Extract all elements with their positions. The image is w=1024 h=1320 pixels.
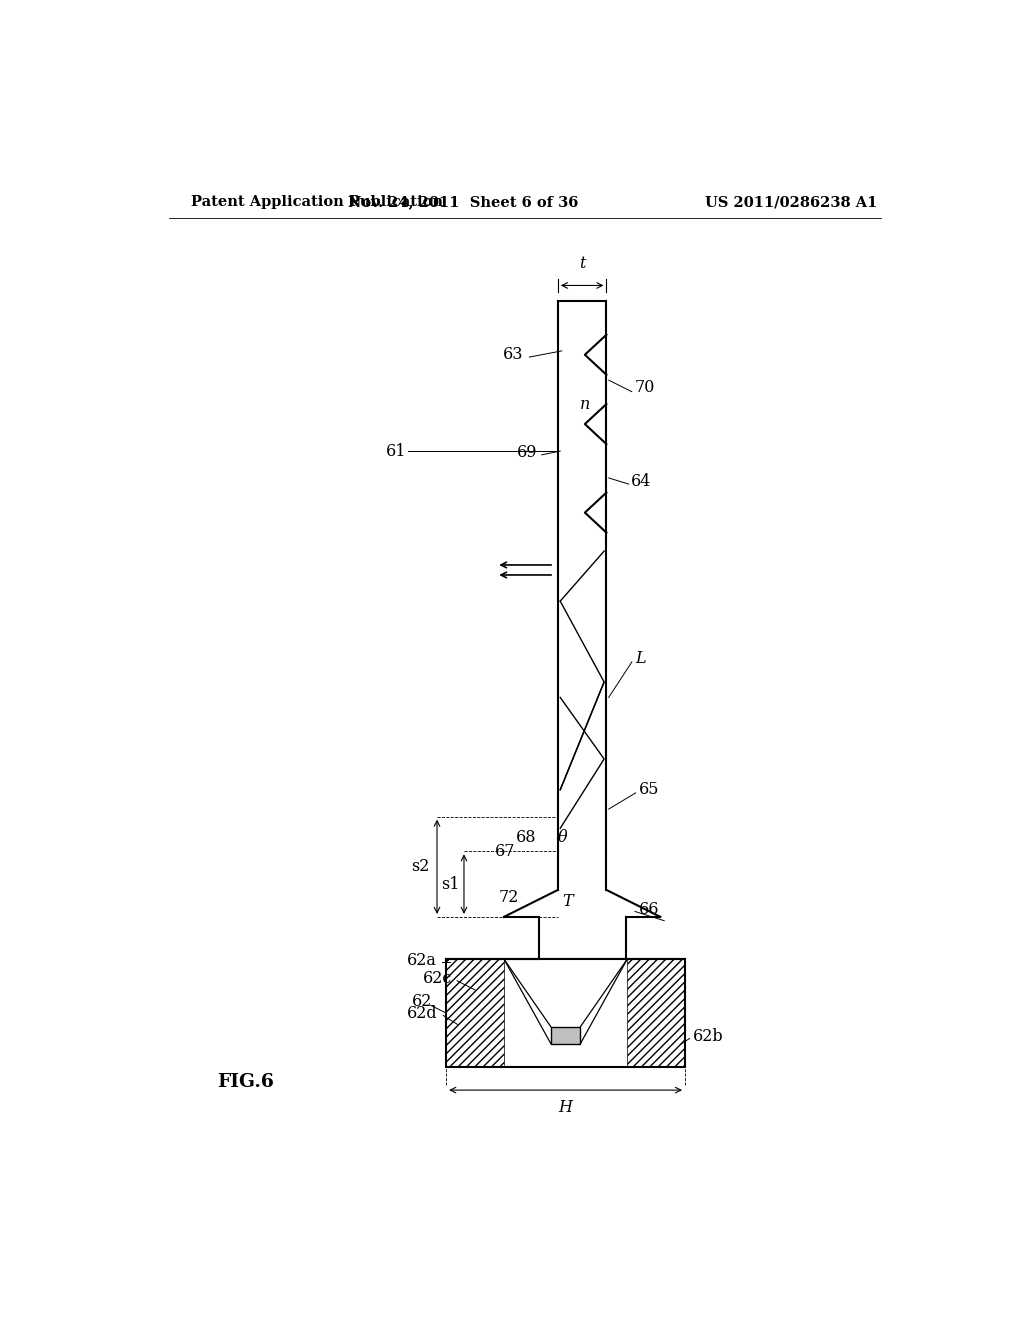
Text: n: n bbox=[580, 396, 590, 413]
Text: 62c: 62c bbox=[423, 970, 453, 987]
Bar bbox=[446, 960, 685, 1067]
Text: FIG.6: FIG.6 bbox=[217, 1073, 273, 1092]
Bar bbox=[628, 960, 685, 1067]
Text: 69: 69 bbox=[517, 444, 538, 461]
Text: 62: 62 bbox=[412, 993, 432, 1010]
Text: 64: 64 bbox=[631, 474, 651, 490]
Text: s2: s2 bbox=[411, 858, 429, 875]
Text: H: H bbox=[559, 1100, 572, 1117]
Text: θ: θ bbox=[558, 829, 567, 846]
Text: 67: 67 bbox=[495, 843, 515, 859]
Text: 62a: 62a bbox=[408, 952, 437, 969]
Text: s1: s1 bbox=[441, 875, 460, 892]
Text: US 2011/0286238 A1: US 2011/0286238 A1 bbox=[706, 195, 878, 210]
Text: 70: 70 bbox=[635, 379, 655, 396]
Bar bbox=[446, 960, 504, 1067]
Text: L: L bbox=[635, 651, 645, 668]
Text: 62b: 62b bbox=[692, 1028, 723, 1044]
Text: T: T bbox=[562, 892, 572, 909]
Text: 62d: 62d bbox=[407, 1005, 437, 1022]
Text: 66: 66 bbox=[639, 900, 659, 917]
Text: 68: 68 bbox=[516, 829, 537, 846]
Text: 61: 61 bbox=[386, 442, 407, 459]
Text: 63: 63 bbox=[503, 346, 523, 363]
Text: t: t bbox=[579, 255, 586, 272]
Text: Patent Application Publication: Patent Application Publication bbox=[190, 195, 442, 210]
Bar bbox=[551, 1027, 581, 1044]
Text: Nov. 24, 2011  Sheet 6 of 36: Nov. 24, 2011 Sheet 6 of 36 bbox=[348, 195, 579, 210]
Text: 72: 72 bbox=[499, 890, 518, 906]
Text: 65: 65 bbox=[639, 781, 659, 799]
